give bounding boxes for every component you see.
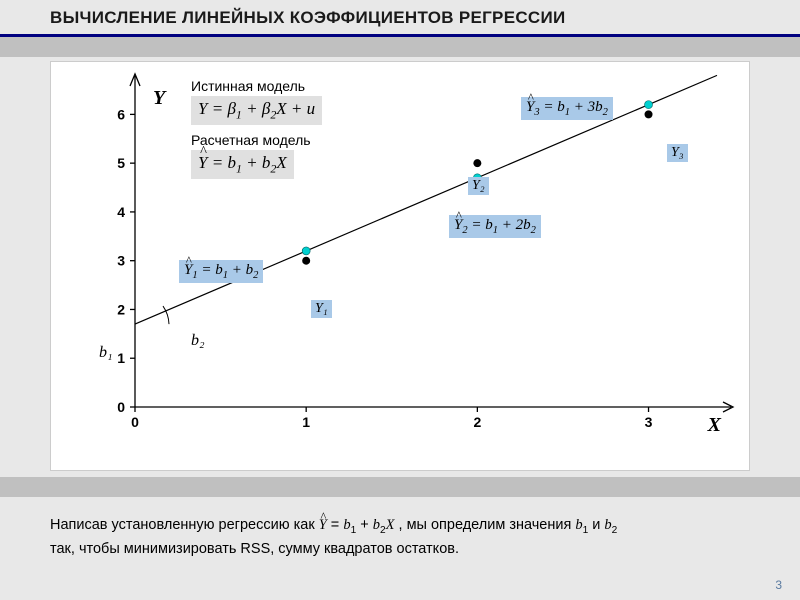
page-number: 3: [775, 578, 782, 592]
point-label-y1: Y₁: [311, 300, 332, 318]
slope-label: b₂: [191, 332, 205, 350]
svg-text:5: 5: [117, 155, 125, 171]
svg-text:0: 0: [117, 399, 125, 415]
regression-chart: 0 1 2 3 0 1 2 3 4 5 6 Y X: [115, 72, 735, 437]
fitted-model-label: Расчетная модель: [191, 132, 311, 148]
svg-text:2: 2: [473, 414, 481, 430]
svg-text:6: 6: [117, 106, 125, 122]
slide-root: ВЫЧИСЛЕНИЕ ЛИНЕЙНЫХ КОЭФФИЦИЕНТОВ РЕГРЕС…: [0, 0, 800, 600]
fitted-eq-2: Y2 = b1 + 2b2: [449, 215, 541, 238]
svg-text:0: 0: [131, 414, 139, 430]
caption-text: Написав установленную регрессию как Y = …: [0, 497, 800, 560]
svg-text:4: 4: [117, 204, 125, 220]
svg-text:Y: Y: [153, 87, 167, 109]
true-model-label: Истинная модель: [191, 78, 305, 94]
svg-text:3: 3: [117, 253, 125, 269]
chart-container: 0 1 2 3 0 1 2 3 4 5 6 Y X Истинная модель Y = β1 …: [50, 61, 750, 471]
point-label-y3: Y₃: [667, 144, 688, 162]
intercept-label: b₁: [99, 344, 113, 362]
header-band: [0, 37, 800, 57]
slide-title: ВЫЧИСЛЕНИЕ ЛИНЕЙНЫХ КОЭФФИЦИЕНТОВ РЕГРЕС…: [0, 0, 800, 37]
svg-text:1: 1: [117, 350, 125, 366]
fitted-model-equation: Y = b1 + b2X: [191, 150, 294, 179]
fitted-eq-1: Y1 = b1 + b2: [179, 260, 263, 283]
footer-band: [0, 477, 800, 497]
fitted-eq-3: Y3 = b1 + 3b2: [521, 97, 613, 120]
true-model-equation: Y = β1 + β2X + u: [191, 96, 322, 125]
svg-text:3: 3: [645, 414, 653, 430]
svg-text:X: X: [707, 414, 722, 436]
point-label-y2: Y₂: [468, 177, 489, 195]
svg-text:2: 2: [117, 301, 125, 317]
svg-text:1: 1: [302, 414, 310, 430]
